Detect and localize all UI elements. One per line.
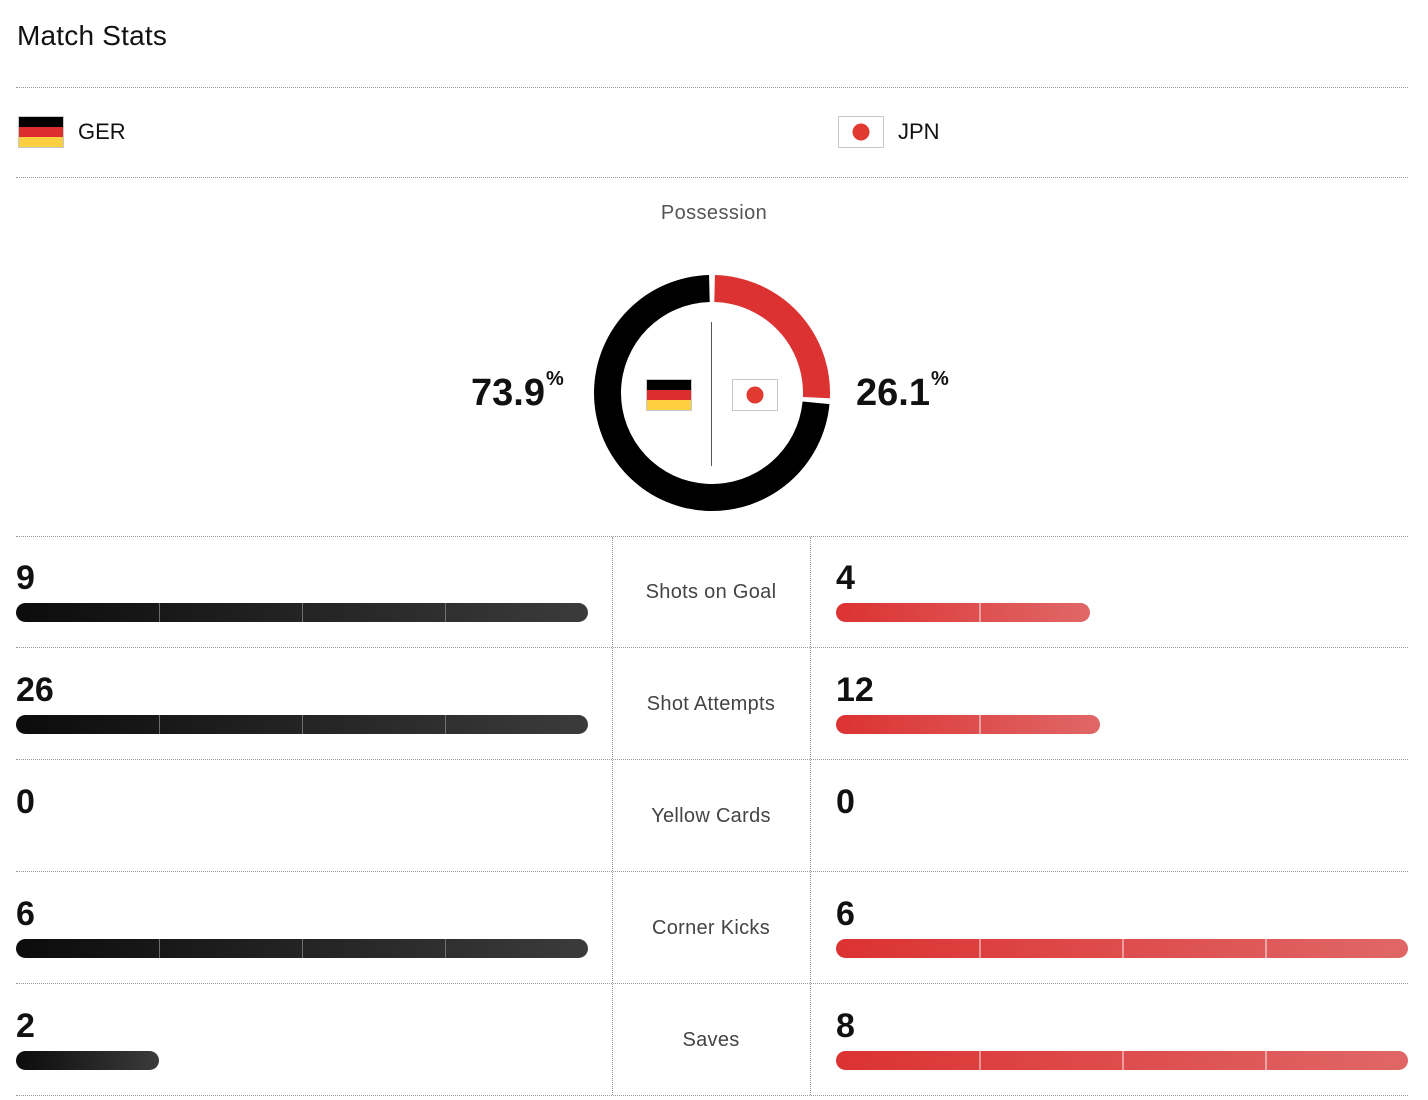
stat-label: Yellow Cards	[651, 804, 771, 827]
donut-divider	[711, 322, 712, 466]
bar-tick	[445, 939, 446, 958]
stat-home-bar	[16, 1051, 159, 1070]
bar-tick	[1122, 1051, 1124, 1070]
team-home: GER	[18, 116, 126, 148]
stat-away-value: 8	[836, 1007, 855, 1045]
stat-home-value: 0	[16, 783, 35, 821]
column-divider	[612, 537, 613, 1095]
bar-tick	[159, 715, 160, 734]
row-divider	[16, 871, 1408, 872]
stat-row: 26 12 Shot Attempts	[0, 648, 1428, 760]
row-divider	[16, 759, 1408, 760]
divider	[16, 87, 1408, 88]
page-title: Match Stats	[17, 20, 168, 51]
bar-tick	[979, 939, 981, 958]
stat-home-value: 2	[16, 1007, 35, 1045]
stat-label: Saves	[682, 1028, 740, 1051]
stat-home-bar	[16, 939, 588, 958]
stat-row: 9 4 Shots on Goal	[0, 536, 1428, 648]
possession-slice-away	[714, 275, 830, 399]
stat-away-bar	[836, 939, 1408, 958]
stat-home-value: 9	[16, 559, 35, 597]
bar-tick	[302, 715, 303, 734]
possession-home-pct: 73.9%	[471, 368, 564, 414]
germany-flag-icon	[646, 379, 692, 411]
divider	[16, 177, 1408, 178]
stat-away-bar	[836, 715, 1100, 734]
stat-label: Corner Kicks	[651, 916, 771, 939]
japan-flag-icon	[732, 379, 778, 411]
bar-tick	[302, 939, 303, 958]
japan-flag-icon	[838, 116, 884, 148]
row-divider	[16, 983, 1408, 984]
bar-tick	[1122, 939, 1124, 958]
stat-row: 0 0 Yellow Cards	[0, 760, 1428, 872]
column-divider	[810, 537, 811, 1095]
bar-tick	[159, 939, 160, 958]
bar-tick	[1265, 939, 1267, 958]
possession-away-pct: 26.1%	[856, 368, 949, 414]
team-away: JPN	[838, 116, 940, 148]
possession-donut-chart	[594, 275, 830, 511]
bar-tick	[1265, 1051, 1267, 1070]
stat-away-bar	[836, 1051, 1408, 1070]
divider	[16, 536, 1408, 537]
possession-label: Possession	[660, 202, 768, 224]
stat-home-value: 26	[16, 671, 54, 709]
bar-tick	[445, 603, 446, 622]
bar-tick	[159, 603, 160, 622]
bar-tick	[979, 1051, 981, 1070]
stat-away-value: 6	[836, 895, 855, 933]
row-divider	[16, 1095, 1408, 1096]
stat-home-bar	[16, 603, 588, 622]
team-home-name: GER	[78, 119, 126, 144]
stat-away-value: 12	[836, 671, 874, 709]
bar-tick	[302, 603, 303, 622]
germany-flag-icon	[18, 116, 64, 148]
stat-label: Shot Attempts	[646, 692, 776, 715]
stat-row: 2 8 Saves	[0, 984, 1428, 1096]
stat-label: Shots on Goal	[645, 580, 777, 603]
bar-tick	[979, 715, 981, 734]
stat-home-bar	[16, 715, 588, 734]
stat-away-value: 4	[836, 559, 855, 597]
team-away-name: JPN	[898, 119, 940, 144]
bar-tick	[445, 715, 446, 734]
bar-tick	[979, 603, 981, 622]
stat-away-value: 0	[836, 783, 855, 821]
stat-home-value: 6	[16, 895, 35, 933]
row-divider	[16, 647, 1408, 648]
stat-away-bar	[836, 603, 1091, 622]
stat-row: 6 6 Corner Kicks	[0, 872, 1428, 984]
